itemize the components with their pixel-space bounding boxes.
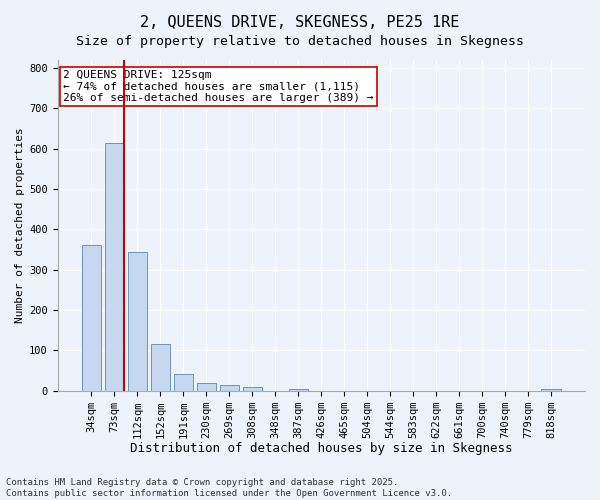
Text: 2 QUEENS DRIVE: 125sqm
← 74% of detached houses are smaller (1,115)
26% of semi-: 2 QUEENS DRIVE: 125sqm ← 74% of detached…: [63, 70, 373, 103]
Bar: [128, 252, 147, 390]
Text: Size of property relative to detached houses in Skegness: Size of property relative to detached ho…: [76, 35, 524, 48]
Text: 2, QUEENS DRIVE, SKEGNESS, PE25 1RE: 2, QUEENS DRIVE, SKEGNESS, PE25 1RE: [140, 15, 460, 30]
Bar: [289, 388, 308, 390]
X-axis label: Distribution of detached houses by size in Skegness: Distribution of detached houses by size …: [130, 442, 512, 455]
Bar: [173, 374, 193, 390]
Bar: [541, 388, 561, 390]
Bar: [197, 382, 216, 390]
Y-axis label: Number of detached properties: Number of detached properties: [15, 128, 25, 323]
Bar: [104, 142, 124, 390]
Bar: [242, 388, 262, 390]
Text: Contains HM Land Registry data © Crown copyright and database right 2025.
Contai: Contains HM Land Registry data © Crown c…: [6, 478, 452, 498]
Bar: [151, 344, 170, 391]
Bar: [220, 384, 239, 390]
Bar: [82, 246, 101, 390]
